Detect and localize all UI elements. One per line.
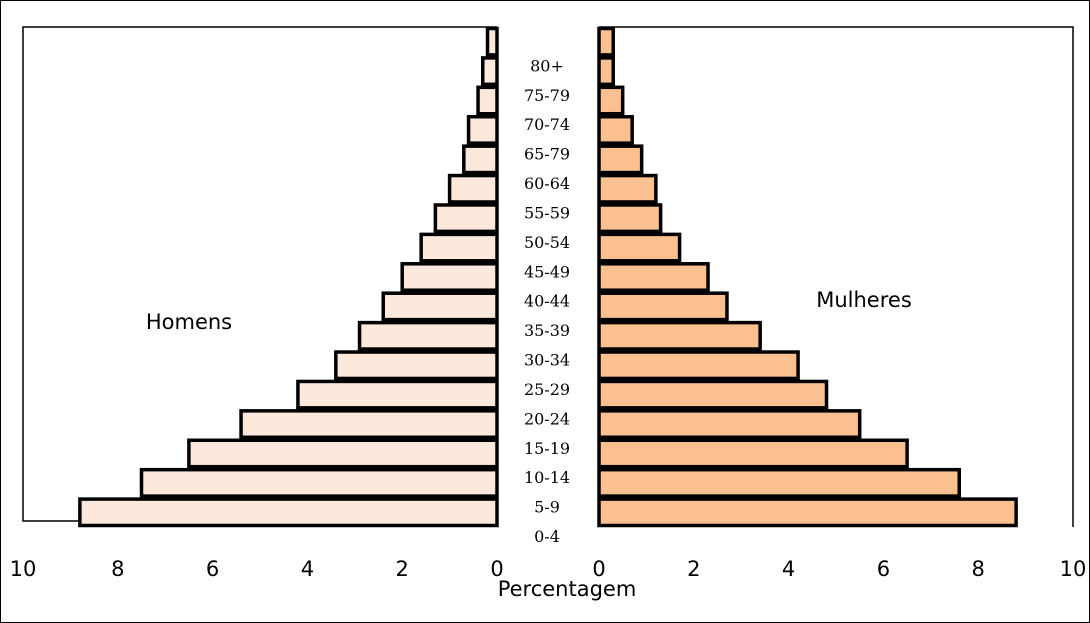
bar-homens-40-44 [400,262,499,292]
age-label-30-34: 30-34 [524,351,570,370]
age-label-5-9: 5-9 [534,498,560,517]
bar-mulheres-70-74 [597,85,625,116]
x-tick-right-8: 8 [972,557,985,581]
bar-homens-10-14 [187,438,499,469]
x-tick-left-8: 8 [111,557,124,581]
bar-mulheres-20-24 [597,379,829,410]
age-label-40-44: 40-44 [524,292,570,311]
bar-mulheres-0-4 [597,497,1018,528]
age-label-35-39: 35-39 [524,321,570,340]
age-label-75-79: 75-79 [524,86,570,105]
bar-homens-35-39 [381,291,499,322]
x-tick-right-2: 2 [687,557,700,581]
bar-homens-65-79 [466,114,499,145]
x-tick-right-10: 10 [1060,557,1087,581]
x-tick-left-0: 0 [490,557,503,581]
bar-homens-75-79 [481,56,499,87]
age-label-80+: 80+ [530,56,564,75]
age-label-70-74: 70-74 [524,115,570,134]
bar-mulheres-50-54 [597,203,663,234]
bar-mulheres-30-34 [597,320,762,351]
bar-mulheres-45-49 [597,232,682,263]
bar-homens-20-24 [296,379,499,410]
age-label-60-64: 60-64 [524,174,570,193]
right-plot-frame [599,26,1074,527]
bar-homens-80+ [485,26,499,57]
age-label-0-4: 0-4 [534,527,560,546]
bar-mulheres-65-79 [597,114,634,145]
age-label-65-79: 65-79 [524,145,570,164]
age-label-15-19: 15-19 [524,439,570,458]
age-label-45-49: 45-49 [524,262,570,281]
bar-mulheres-60-64 [597,144,644,175]
bar-homens-0-4 [78,497,499,528]
x-tick-left-6: 6 [206,557,219,581]
age-label-10-14: 10-14 [524,468,570,487]
bar-mulheres-35-39 [597,291,729,322]
x-tick-left-10: 10 [10,557,37,581]
bar-mulheres-40-44 [597,262,710,292]
x-tick-right-6: 6 [877,557,890,581]
x-axis-label: Percentagem [498,577,637,601]
age-label-25-29: 25-29 [524,380,570,399]
x-tick-left-2: 2 [396,557,409,581]
bar-homens-50-54 [433,203,499,234]
bar-mulheres-10-14 [597,438,909,469]
age-label-55-59: 55-59 [524,203,570,222]
x-tick-right-0: 0 [592,557,605,581]
series-label-mulheres: Mulheres [816,288,912,312]
x-tick-left-4: 4 [301,557,314,581]
bar-homens-5-9 [139,467,499,498]
bar-mulheres-15-19 [597,409,862,440]
bar-homens-25-29 [334,350,499,381]
x-tick-right-4: 4 [782,557,795,581]
bar-mulheres-75-79 [597,56,615,87]
bar-homens-60-64 [462,144,499,175]
bar-mulheres-80+ [597,26,615,57]
bar-homens-30-34 [357,320,499,351]
series-label-homens: Homens [146,310,232,334]
bar-mulheres-55-59 [597,173,658,204]
bar-homens-70-74 [476,85,499,116]
age-label-20-24: 20-24 [524,409,570,428]
age-label-50-54: 50-54 [524,233,570,252]
bar-mulheres-25-29 [597,350,800,381]
bar-mulheres-5-9 [597,467,961,498]
bar-homens-55-59 [447,173,499,204]
bar-homens-15-19 [239,409,499,440]
bar-homens-45-49 [419,232,499,263]
